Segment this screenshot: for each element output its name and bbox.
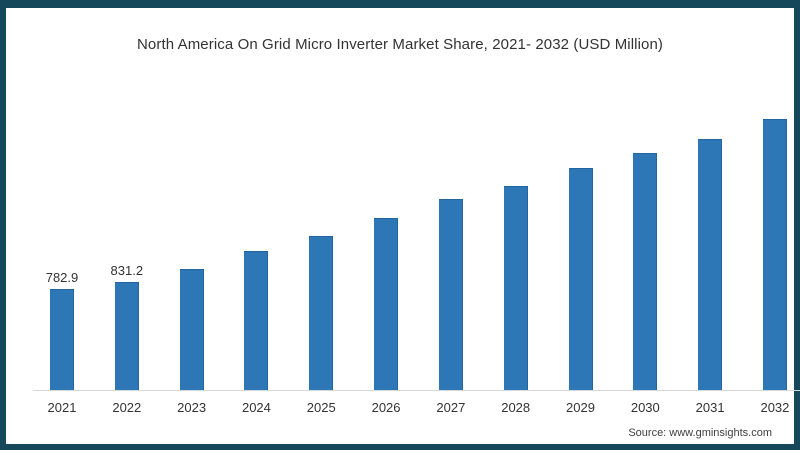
bar-column: 2032 (760, 100, 789, 415)
bar-column: 2026 (372, 100, 401, 415)
bar-column: 2023 (177, 100, 206, 415)
chart-title: North America On Grid Micro Inverter Mar… (136, 36, 663, 53)
bar (568, 168, 593, 390)
x-tick-label: 2022 (112, 400, 142, 415)
bar (438, 199, 463, 390)
bar-column: 2031 (696, 100, 725, 415)
bar (503, 186, 528, 390)
bar (633, 153, 658, 390)
plot-area: 782.9 2021 831.2 2022 2023 2024 2025 2026 2027 20… (33, 100, 800, 415)
bar-column: 2024 (242, 100, 271, 415)
x-tick-label: 2027 (436, 400, 466, 415)
bar (698, 139, 723, 390)
x-tick-label: 2028 (501, 400, 531, 415)
bar (50, 289, 74, 390)
bar (179, 269, 204, 390)
chart-canvas: North America On Grid Micro Inverter Mar… (6, 8, 800, 444)
bar-column: 782.9 2021 (46, 100, 79, 415)
bar (374, 218, 399, 390)
source-text: Source: www.gminsights.com (628, 427, 772, 439)
bar-value-label: 831.2 (110, 263, 144, 278)
bar (114, 282, 139, 390)
x-tick-label: 2030 (630, 400, 660, 415)
bar-column: 2030 (631, 100, 660, 415)
bar (762, 119, 787, 390)
bar-column: 2028 (501, 100, 530, 415)
bar (309, 236, 334, 390)
bar-column: 831.2 2022 (111, 100, 144, 415)
bar-column: 2029 (566, 100, 595, 415)
x-tick-label: 2032 (760, 400, 790, 415)
x-tick-label: 2021 (47, 400, 77, 415)
x-tick-label: 2026 (371, 400, 401, 415)
x-tick-label: 2023 (177, 400, 207, 415)
bar-column: 2025 (307, 100, 336, 415)
bar-column: 2027 (436, 100, 465, 415)
bar-value-label: 782.9 (45, 270, 79, 285)
bar (244, 251, 269, 390)
x-tick-label: 2024 (241, 400, 271, 415)
x-tick-label: 2031 (695, 400, 725, 415)
x-tick-label: 2025 (306, 400, 336, 415)
x-tick-label: 2029 (566, 400, 595, 415)
